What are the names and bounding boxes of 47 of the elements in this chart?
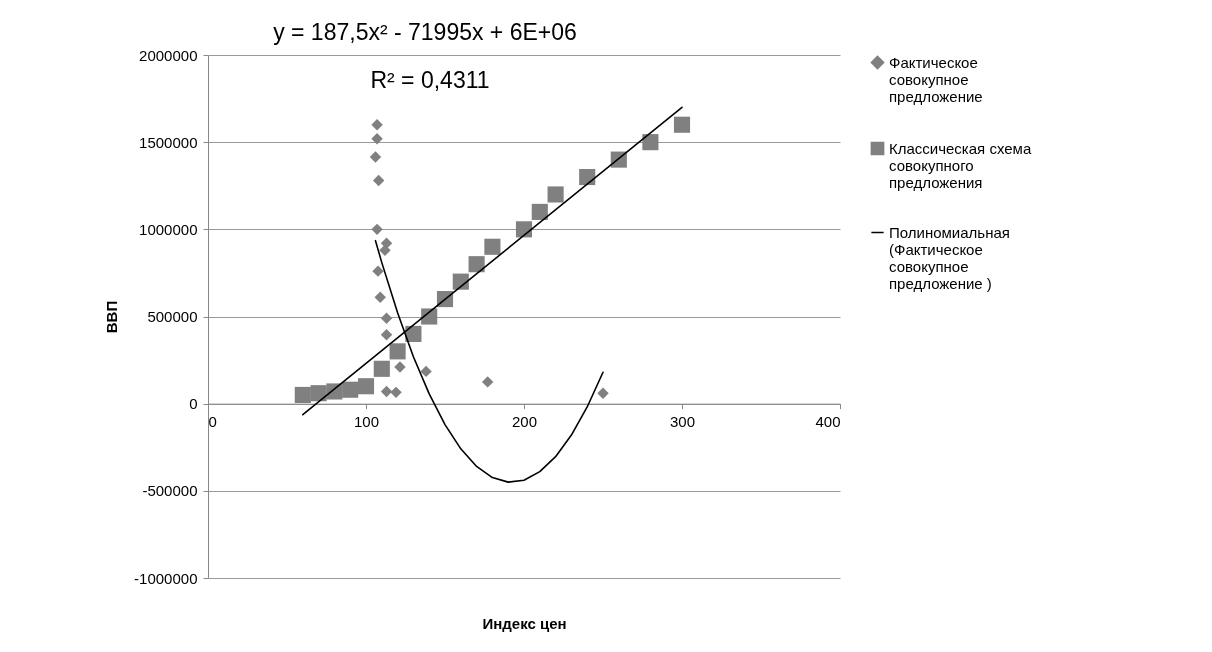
legend-label: Полиномиальная (Фактическое совокупное предложение ) (889, 223, 1010, 292)
x-tick-label: 300 (669, 413, 696, 431)
point (389, 343, 406, 360)
legend-label: Классическая схема совокупного предложения (889, 139, 1032, 191)
point (371, 223, 383, 236)
annotation: R² = 0,4311 (370, 67, 490, 93)
point (380, 329, 393, 341)
point (372, 174, 385, 187)
x-tick-label: 400 (815, 413, 841, 431)
point (468, 256, 485, 273)
text: y = 187,5x² - 71995x + 6E+06 (273, 19, 577, 45)
y-axis-title: ВВП (103, 300, 121, 334)
point (342, 381, 359, 398)
point (380, 312, 393, 324)
point (642, 134, 659, 151)
y-tick-label: 0 (189, 395, 198, 413)
point (547, 186, 564, 203)
point (597, 387, 609, 399)
point (294, 386, 311, 404)
point (373, 360, 390, 377)
point (369, 151, 382, 163)
y-tick-label: -500000 (142, 482, 198, 500)
x-axis-title: Индекс цен (482, 614, 567, 632)
point (357, 378, 375, 395)
x-tick-label: 200 (511, 413, 538, 431)
y-tick-label: 500000 (147, 308, 198, 325)
point (374, 291, 386, 304)
point (390, 386, 402, 399)
point (394, 361, 406, 373)
y-tick-label: -1000000 (134, 569, 198, 587)
y-tick-label: 1000000 (139, 220, 198, 238)
legend-label: Фактическое совокупное предложение (889, 53, 983, 105)
x-tick-label: 0 (208, 413, 217, 431)
point (673, 116, 691, 133)
x-tick-label: 100 (353, 413, 380, 431)
point (372, 265, 384, 277)
point (371, 132, 383, 145)
point (531, 203, 548, 220)
y-tick-label: 1500000 (139, 133, 198, 151)
point (515, 221, 533, 238)
point (380, 385, 393, 398)
point (371, 119, 383, 131)
point (579, 168, 596, 186)
point (420, 365, 432, 378)
point (481, 376, 494, 388)
point (484, 238, 501, 255)
y-tick-label: 2000000 (139, 46, 198, 64)
